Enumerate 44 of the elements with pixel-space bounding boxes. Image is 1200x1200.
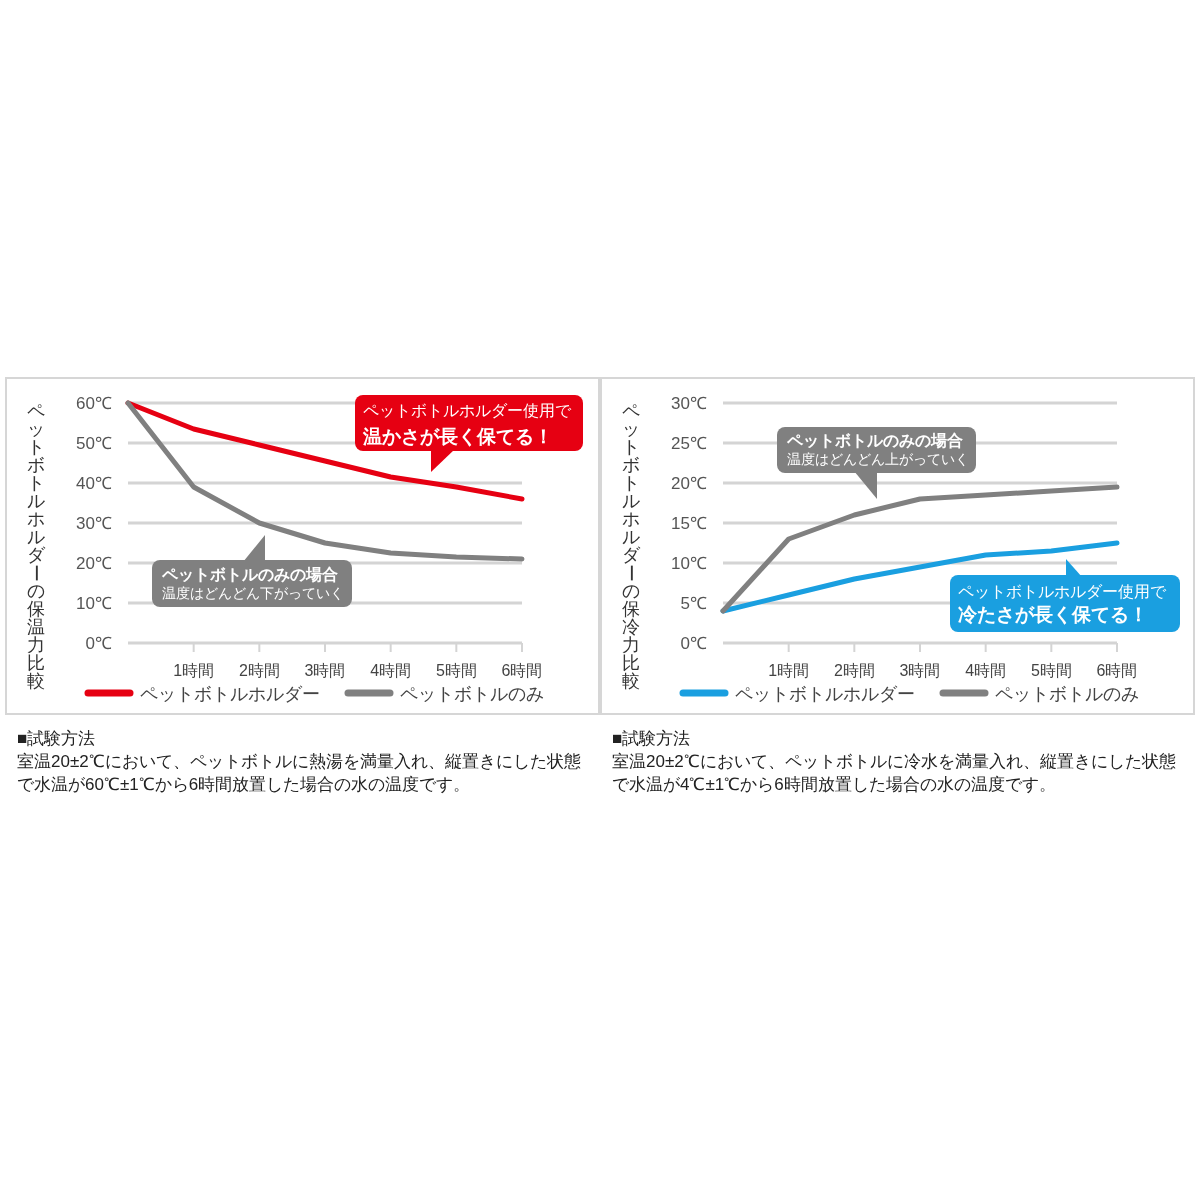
- annotation: ペットボトルのみの場合: [786, 432, 963, 449]
- x-tick-label: 4時間: [965, 662, 1007, 679]
- annotation: 温度はどんどん下がっていく: [162, 586, 344, 601]
- annotation: ペットボトルホルダー使用で: [363, 402, 572, 419]
- text: ■試験方法: [17, 728, 97, 750]
- y-tick-label: 10℃: [76, 594, 112, 613]
- text: ■試験方法: [612, 728, 692, 750]
- y-tick-label: 20℃: [671, 474, 707, 493]
- x-tick-label: 1時間: [768, 662, 810, 679]
- x-tick-label: 2時間: [238, 662, 280, 679]
- y-tick-label: 0℃: [85, 634, 112, 653]
- y-tick-label: 20℃: [76, 554, 112, 573]
- annotation: ペットボトルホルダー使用で: [958, 583, 1167, 600]
- x-tick-label: 3時間: [899, 662, 941, 679]
- y-tick-label: 25℃: [671, 434, 707, 453]
- x-tick-label: 6時間: [501, 662, 543, 679]
- x-tick-label: 5時間: [1030, 662, 1072, 679]
- legend-label: ペットボトルホルダー: [735, 683, 915, 704]
- legend-label: ペットボトルホルダー: [140, 683, 320, 704]
- text: 室温20±2℃において、ペットボトルに冷水を満量入れ、縦置きにした状態で水温が4℃±1℃から6時間放置した場合の水の温度です。: [612, 751, 1177, 796]
- y-tick-label: 10℃: [671, 554, 707, 573]
- y-tick-label: 30℃: [76, 514, 112, 533]
- y-tick-label: 15℃: [671, 514, 707, 533]
- legend-label: ペットボトルのみ: [400, 683, 544, 704]
- y-tick-label: 5℃: [680, 594, 707, 613]
- text: ペットボトルホルダーの保冷力比較: [621, 401, 642, 691]
- annotation: 温かさが長く保てる！: [362, 426, 553, 447]
- x-tick-label: 3時間: [304, 662, 346, 679]
- annotation: 温度はどんどん上がっていく: [787, 452, 969, 467]
- legend-label: ペットボトルのみ: [995, 683, 1139, 704]
- annotation: ペットボトルのみの場合: [161, 566, 338, 583]
- x-tick-label: 2時間: [833, 662, 875, 679]
- annotation: 冷たさが長く保てる！: [958, 604, 1148, 625]
- x-tick-label: 6時間: [1096, 662, 1138, 679]
- y-tick-label: 40℃: [76, 474, 112, 493]
- x-tick-label: 5時間: [435, 662, 477, 679]
- y-tick-label: 50℃: [76, 434, 112, 453]
- y-tick-label: 30℃: [671, 394, 707, 413]
- y-tick-label: 60℃: [76, 394, 112, 413]
- text: 室温20±2℃において、ペットボトルに熱湯を満量入れ、縦置きにした状態で水温が60℃±1℃から6時間放置した場合の水の温度です。: [17, 751, 582, 796]
- x-tick-label: 4時間: [370, 662, 412, 679]
- text: ペットボトルホルダーの保温力比較: [26, 401, 47, 691]
- x-tick-label: 1時間: [173, 662, 215, 679]
- y-tick-label: 0℃: [680, 634, 707, 653]
